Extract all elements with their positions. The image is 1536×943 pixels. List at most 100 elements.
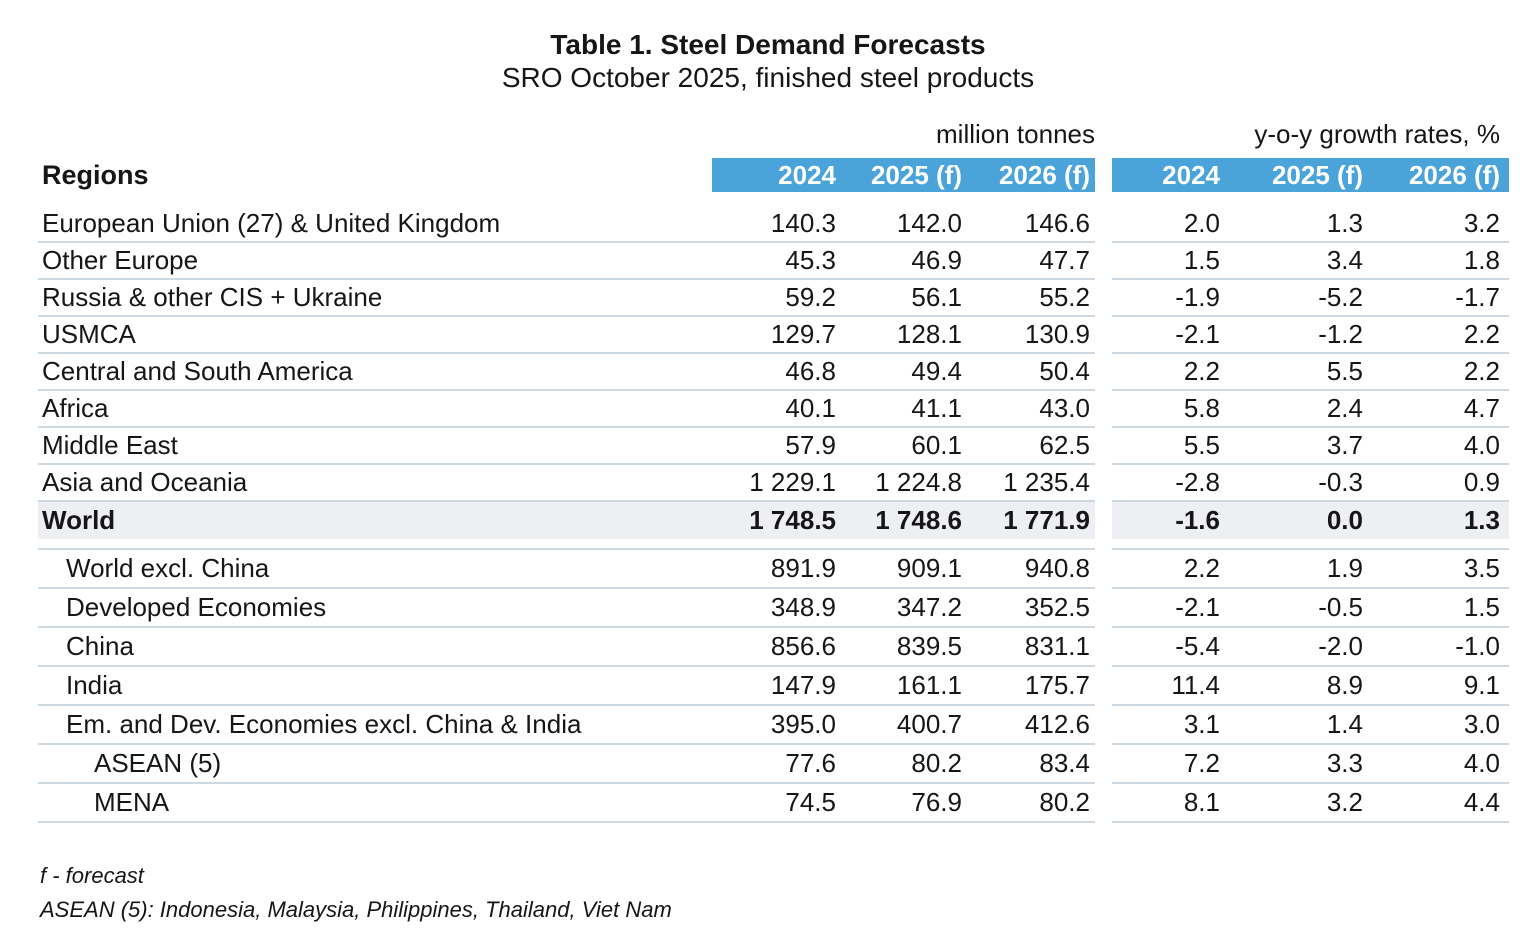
value-cell: 3.1 [1112,706,1220,745]
table-row: MENA 74.5 76.9 80.2 8.1 3.2 4.4 [38,784,1509,823]
value-cell: 80.2 [836,745,962,784]
value-cell: -5.4 [1112,628,1220,667]
year-header-growth-2025f: 2025 (f) [1220,158,1363,192]
value-cell: 831.1 [962,628,1095,667]
value-cell: 8.1 [1112,784,1220,823]
value-cell: 4.0 [1363,745,1509,784]
value-cell: 80.2 [962,784,1095,823]
value-cell: 1 229.1 [712,465,836,502]
value-cell: 47.7 [962,243,1095,280]
table-row: World 1 748.5 1 748.6 1 771.9 -1.6 0.0 1.3 [38,502,1509,539]
value-cell: 49.4 [836,354,962,391]
region-name: Em. and Dev. Economies excl. China & Ind… [38,706,712,745]
region-name: World excl. China [38,550,712,589]
year-header-tonnes-2026f: 2026 (f) [962,158,1095,192]
region-name: Other Europe [38,243,712,280]
value-cell: 77.6 [712,745,836,784]
footnotes: f - forecast ASEAN (5): Indonesia, Malay… [40,859,1536,927]
page-subtitle: SRO October 2025, finished steel product… [501,62,1035,93]
column-gap [1095,317,1112,354]
value-cell: 7.2 [1112,745,1220,784]
value-cell: 140.3 [712,206,836,243]
value-cell: -1.7 [1363,280,1509,317]
year-header-tonnes-2025f: 2025 (f) [836,158,962,192]
value-cell: 1 748.5 [712,502,836,539]
value-cell: 1 224.8 [836,465,962,502]
region-name: MENA [38,784,712,823]
value-cell: 4.0 [1363,428,1509,465]
value-cell: 2.4 [1220,391,1363,428]
value-cell: 56.1 [836,280,962,317]
table-row: China 856.6 839.5 831.1 -5.4 -2.0 -1.0 [38,628,1509,667]
column-gap [1095,539,1112,550]
value-cell: 129.7 [712,317,836,354]
regions-header: Regions [42,159,149,190]
region-name: India [38,667,712,706]
year-header-growth-2024: 2024 [1112,158,1220,192]
value-cell: 1.5 [1363,589,1509,628]
value-cell: -5.2 [1220,280,1363,317]
value-cell: 59.2 [712,280,836,317]
table-header-row: Regions 2024 2025 (f) 2026 (f) 2024 2025… [38,158,1509,192]
value-cell: 9.1 [1363,667,1509,706]
value-cell: 43.0 [962,391,1095,428]
section-divider-line [1112,539,1509,550]
table-row: Middle East 57.9 60.1 62.5 5.5 3.7 4.0 [38,428,1509,465]
value-cell: 3.2 [1363,206,1509,243]
value-cell: 128.1 [836,317,962,354]
value-cell: 3.0 [1363,706,1509,745]
group-header-million-tonnes: million tonnes [936,119,1095,149]
value-cell: -2.1 [1112,589,1220,628]
table-row: USMCA 129.7 128.1 130.9 -2.1 -1.2 2.2 [38,317,1509,354]
region-name: European Union (27) & United Kingdom [38,206,712,243]
value-cell: 83.4 [962,745,1095,784]
value-cell: 55.2 [962,280,1095,317]
steel-demand-table: million tonnes y-o-y growth rates, % Reg… [38,114,1509,823]
column-gap [1095,354,1112,391]
region-name: USMCA [38,317,712,354]
value-cell: -1.9 [1112,280,1220,317]
column-gap [1095,243,1112,280]
column-gap [1095,667,1112,706]
value-cell: -2.0 [1220,628,1363,667]
group-header-growth-rates: y-o-y growth rates, % [1254,119,1500,149]
value-cell: 1 771.9 [962,502,1095,539]
value-cell: 348.9 [712,589,836,628]
value-cell: 76.9 [836,784,962,823]
column-group-header-row: million tonnes y-o-y growth rates, % [38,114,1509,152]
footnote-asean: ASEAN (5): Indonesia, Malaysia, Philippi… [40,897,672,922]
value-cell: -1.0 [1363,628,1509,667]
region-name: Middle East [38,428,712,465]
value-cell: -0.5 [1220,589,1363,628]
value-cell: -1.2 [1220,317,1363,354]
value-cell: 909.1 [836,550,962,589]
value-cell: 60.1 [836,428,962,465]
value-cell: 46.8 [712,354,836,391]
table-row: Africa 40.1 41.1 43.0 5.8 2.4 4.7 [38,391,1509,428]
value-cell: 3.4 [1220,243,1363,280]
column-gap [1095,628,1112,667]
value-cell: 1 235.4 [962,465,1095,502]
footnote-forecast: f - forecast [40,863,144,888]
table-body: European Union (27) & United Kingdom 140.… [38,206,1509,823]
column-gap [1095,158,1112,192]
value-cell: 352.5 [962,589,1095,628]
value-cell: 57.9 [712,428,836,465]
value-cell: 1.5 [1112,243,1220,280]
table-row: World excl. China 891.9 909.1 940.8 2.2 1.9 3.… [38,550,1509,589]
column-gap [1095,502,1112,539]
value-cell: -2.8 [1112,465,1220,502]
value-cell: 839.5 [836,628,962,667]
table-row: ASEAN (5) 77.6 80.2 83.4 7.2 3.3 4.0 [38,745,1509,784]
value-cell: 45.3 [712,243,836,280]
value-cell: 0.0 [1220,502,1363,539]
table-row: Central and South America 46.8 49.4 50.4 2.2… [38,354,1509,391]
region-name: Central and South America [38,354,712,391]
value-cell: 5.5 [1220,354,1363,391]
column-gap [1095,465,1112,502]
value-cell: 161.1 [836,667,962,706]
value-cell: 412.6 [962,706,1095,745]
value-cell: 2.2 [1363,317,1509,354]
region-name: Africa [38,391,712,428]
